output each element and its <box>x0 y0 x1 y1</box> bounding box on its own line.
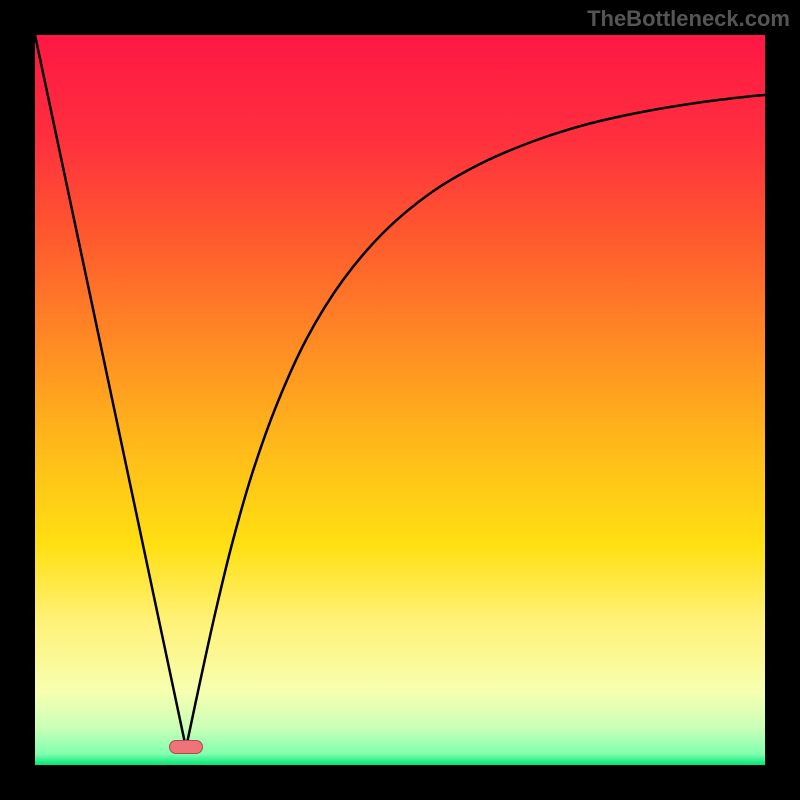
watermark-label: TheBottleneck.com <box>587 6 790 32</box>
chart-container: TheBottleneck.com <box>0 0 800 800</box>
plot-area <box>35 35 765 765</box>
bottleneck-curve <box>35 35 765 765</box>
curve-left-branch <box>35 35 186 748</box>
optimal-point-marker <box>169 740 203 754</box>
curve-right-branch <box>186 95 765 748</box>
